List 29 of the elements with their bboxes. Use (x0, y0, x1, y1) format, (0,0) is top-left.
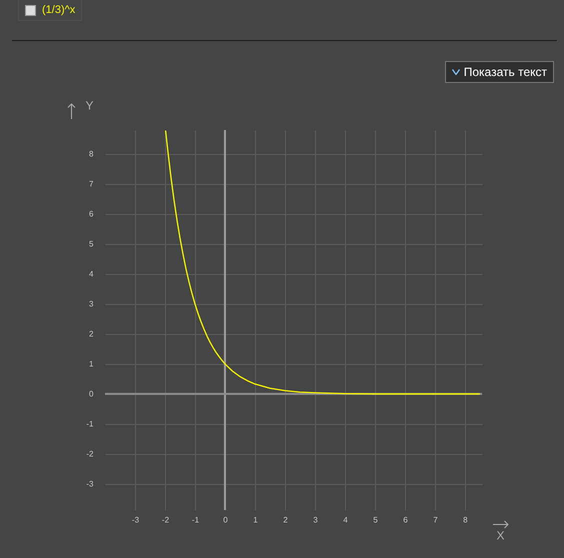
text: (1/3)^x (42, 4, 76, 16)
x-tick-label: 4 (343, 516, 348, 524)
y-axis-title: Y (86, 98, 94, 112)
x-tick-label: 2 (283, 516, 288, 524)
x-tick-label: -3 (132, 516, 140, 524)
y-tick-label: -1 (86, 419, 94, 428)
y-tick-label: 8 (89, 149, 94, 158)
y-tick-label: -2 (86, 449, 94, 458)
x-tick-label: -1 (192, 516, 200, 524)
x-tick-label: 5 (373, 516, 378, 524)
x-tick-label: 1 (253, 516, 258, 524)
x-tick-label: 8 (463, 516, 468, 524)
y-tick-label: 7 (89, 179, 94, 188)
y-tick-label: 0 (89, 389, 94, 398)
y-tick-label: 1 (89, 359, 94, 368)
x-tick-label: 0 (223, 516, 228, 524)
x-axis-title: X (496, 528, 505, 542)
y-tick-label: 3 (89, 299, 94, 308)
x-tick-label: 7 (433, 516, 438, 524)
y-tick-label: 4 (89, 269, 94, 278)
y-tick-label: 2 (89, 329, 94, 338)
x-tick-label: 6 (403, 516, 408, 524)
y-tick-label: 6 (89, 209, 94, 218)
text: Показать текст (464, 65, 547, 79)
x-tick-label: -2 (162, 516, 170, 524)
x-tick-label: 3 (313, 516, 318, 524)
y-tick-label: 5 (89, 239, 94, 248)
line-series (164, 130, 481, 395)
y-tick-label: -3 (86, 479, 94, 488)
